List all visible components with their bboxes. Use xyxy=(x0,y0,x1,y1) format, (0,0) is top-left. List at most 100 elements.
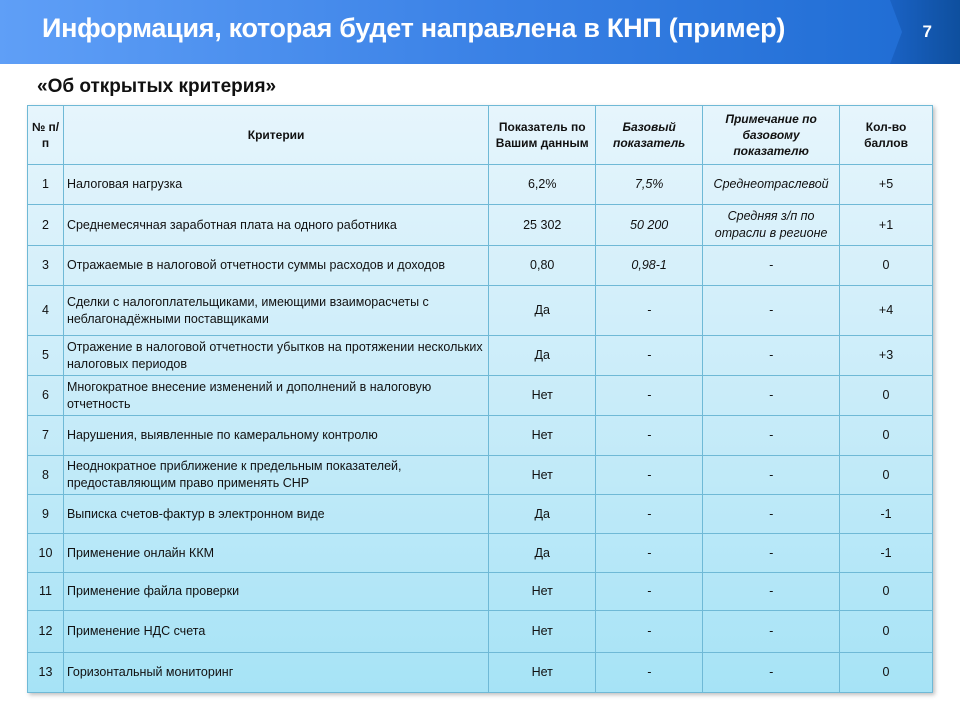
base-cell: - xyxy=(595,652,704,693)
value-cell: 25 302 xyxy=(488,204,597,246)
note-cell: - xyxy=(702,415,841,456)
table-row: 7 Нарушения, выявленные по камеральному к… xyxy=(27,415,933,456)
value-cell: 0,80 xyxy=(488,245,597,286)
table-row: 5 Отражение в налоговой отчетности убытко… xyxy=(27,335,933,376)
table-row: 8 Неоднократное приближение к предельным … xyxy=(27,455,933,495)
value-cell: Нет xyxy=(488,610,597,653)
row-number: 10 xyxy=(27,533,64,573)
row-number: 2 xyxy=(27,204,64,246)
col-header-base: Базовый показатель xyxy=(595,105,704,165)
note-cell: - xyxy=(702,245,841,286)
table-row: 1 Налоговая нагрузка 6,2% 7,5% Среднеотрасле… xyxy=(27,164,933,205)
criterion-cell: Среднемесячная заработная плата на одног… xyxy=(62,204,490,246)
table-row: 11 Применение файла проверки Нет - -0 xyxy=(27,572,933,611)
criterion-cell: Применение онлайн ККМ xyxy=(62,533,490,573)
base-cell: - xyxy=(595,610,704,653)
note-cell: - xyxy=(702,652,841,693)
col-header-note: Примечание по базовому показателю xyxy=(702,105,841,165)
criteria-table: № п/п Критерии Показатель по Вашим данны… xyxy=(27,105,933,693)
base-cell: - xyxy=(595,533,704,573)
note-cell: Средняя з/п по отрасли в регионе xyxy=(702,204,841,246)
note-cell: - xyxy=(702,610,841,653)
points-cell: 0 xyxy=(839,245,933,286)
note-cell: Среднеотраслевой xyxy=(702,164,841,205)
row-number: 13 xyxy=(27,652,64,693)
base-cell: - xyxy=(595,375,704,416)
points-cell: 0 xyxy=(839,572,933,611)
value-cell: 6,2% xyxy=(488,164,597,205)
points-cell: +1 xyxy=(839,204,933,246)
points-cell: 0 xyxy=(839,375,933,416)
table-row: 10 Применение онлайн ККМ Да - - -1 xyxy=(27,533,933,573)
criterion-cell: Горизонтальный мониторинг xyxy=(62,652,490,693)
value-cell: Да xyxy=(488,335,597,376)
base-cell: - xyxy=(595,335,704,376)
note-cell: - xyxy=(702,375,841,416)
note-cell: - xyxy=(702,455,841,495)
points-cell: -1 xyxy=(839,533,933,573)
note-cell: - xyxy=(702,533,841,573)
row-number: 3 xyxy=(27,245,64,286)
value-cell: Да xyxy=(488,285,597,336)
row-number: 5 xyxy=(27,335,64,376)
points-cell: -1 xyxy=(839,494,933,534)
note-cell: - xyxy=(702,494,841,534)
note-cell: - xyxy=(702,285,841,336)
col-header-points: Кол-во баллов xyxy=(839,105,933,165)
points-cell: 0 xyxy=(839,415,933,456)
note-cell: - xyxy=(702,572,841,611)
table-row: 6 Многократное внесение изменений и допол… xyxy=(27,375,933,416)
table-row: 3 Отражаемые в налоговой отчетности суммы… xyxy=(27,245,933,286)
col-header-num: № п/п xyxy=(27,105,64,165)
row-number: 7 xyxy=(27,415,64,456)
slide-title: Информация, которая будет направлена в К… xyxy=(42,13,786,43)
row-number: 6 xyxy=(27,375,64,416)
table-row: 2 Среднемесячная заработная плата на одно… xyxy=(27,204,933,246)
table-row: 9 Выписка счетов-фактур в электронном вид… xyxy=(27,494,933,534)
base-cell: 50 200 xyxy=(595,204,704,246)
points-cell: 0 xyxy=(839,610,933,653)
base-cell: - xyxy=(595,455,704,495)
base-cell: 7,5% xyxy=(595,164,704,205)
base-cell: - xyxy=(595,572,704,611)
table-row: 13 Горизонтальный мониторинг Нет - -0 xyxy=(27,652,933,693)
page-number: 7 xyxy=(922,22,932,41)
base-cell: - xyxy=(595,415,704,456)
points-cell: +5 xyxy=(839,164,933,205)
table-row: 12 Применение НДС счета Нет - -0 xyxy=(27,610,933,653)
points-cell: +4 xyxy=(839,285,933,336)
criterion-cell: Многократное внесение изменений и дополн… xyxy=(62,375,490,416)
criterion-cell: Налоговая нагрузка xyxy=(62,164,490,205)
criterion-cell: Выписка счетов-фактур в электронном виде xyxy=(62,494,490,534)
row-number: 11 xyxy=(27,572,64,611)
base-cell: 0,98-1 xyxy=(595,245,704,286)
value-cell: Нет xyxy=(488,572,597,611)
criterion-cell: Нарушения, выявленные по камеральному ко… xyxy=(62,415,490,456)
row-number: 4 xyxy=(27,285,64,336)
row-number: 12 xyxy=(27,610,64,653)
criterion-cell: Сделки с налогоплательщиками, имеющими в… xyxy=(62,285,490,336)
note-cell: - xyxy=(702,335,841,376)
title-banner: Информация, которая будет направлена в К… xyxy=(0,0,960,64)
points-cell: 0 xyxy=(839,455,933,495)
row-number: 8 xyxy=(27,455,64,495)
value-cell: Нет xyxy=(488,652,597,693)
points-cell: +3 xyxy=(839,335,933,376)
table-header-row: № п/п Критерии Показатель по Вашим данны… xyxy=(27,105,933,165)
base-cell: - xyxy=(595,494,704,534)
value-cell: Нет xyxy=(488,455,597,495)
value-cell: Нет xyxy=(488,375,597,416)
criterion-cell: Применение файла проверки xyxy=(62,572,490,611)
value-cell: Да xyxy=(488,533,597,573)
row-number: 9 xyxy=(27,494,64,534)
subtitle: «Об открытых критерия» xyxy=(37,76,277,97)
points-cell: 0 xyxy=(839,652,933,693)
table-row: 4 Сделки с налогоплательщиками, имеющими … xyxy=(27,285,933,336)
value-cell: Нет xyxy=(488,415,597,456)
criterion-cell: Отражение в налоговой отчетности убытков… xyxy=(62,335,490,376)
base-cell: - xyxy=(595,285,704,336)
criterion-cell: Неоднократное приближение к предельным п… xyxy=(62,455,490,495)
col-header-criteria: Критерии xyxy=(62,105,490,165)
col-header-value: Показатель по Вашим данным xyxy=(488,105,597,165)
criterion-cell: Применение НДС счета xyxy=(62,610,490,653)
